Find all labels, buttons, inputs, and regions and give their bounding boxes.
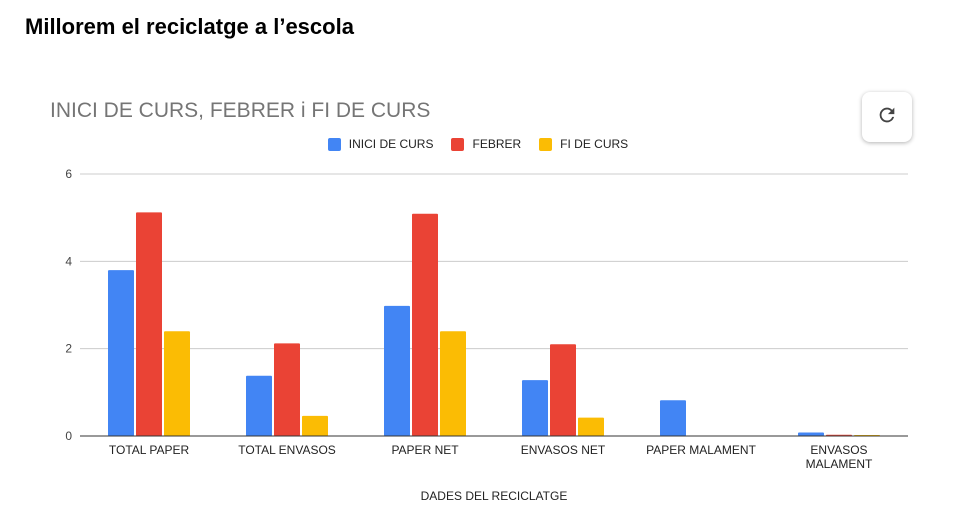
legend-item: FI DE CURS — [539, 137, 628, 151]
legend-swatch — [539, 137, 553, 151]
bar — [522, 380, 548, 436]
x-axis-title: DADES DEL RECICLATGE — [421, 489, 568, 503]
legend-label: INICI DE CURS — [348, 137, 434, 151]
legend-swatch — [327, 137, 341, 151]
y-tick-label: 4 — [65, 254, 72, 268]
x-tick-label: TOTAL PAPER — [109, 443, 190, 457]
legend-item: FEBRER — [451, 137, 521, 151]
bar — [798, 432, 824, 436]
bar — [108, 270, 134, 436]
legend-label: FI DE CURS — [560, 137, 629, 151]
y-tick-label: 0 — [65, 429, 72, 443]
bar — [246, 375, 272, 436]
bar — [550, 344, 576, 436]
legend-label: FEBRER — [472, 137, 522, 151]
bar — [302, 415, 328, 436]
bar — [274, 343, 300, 436]
chart-title: INICI DE CURS, FEBRER i FI DE CURS — [50, 99, 431, 122]
bar — [660, 400, 686, 436]
x-tick-label: MALAMENT — [806, 457, 873, 471]
bar — [412, 213, 438, 436]
legend-swatch — [451, 137, 465, 151]
legend-item: INICI DE CURS — [327, 137, 434, 151]
page-title: Millorem el reciclatge a l’escola — [25, 14, 354, 39]
y-tick-label: 2 — [65, 342, 72, 356]
x-tick-label: PAPER MALAMENT — [646, 443, 756, 457]
refresh-button[interactable] — [862, 92, 912, 142]
x-tick-label: ENVASOS — [810, 443, 867, 457]
x-tick-label: TOTAL ENVASOS — [238, 443, 336, 457]
bar — [440, 331, 466, 436]
bar — [136, 212, 162, 436]
bar — [578, 417, 604, 436]
y-tick-label: 6 — [65, 167, 72, 181]
x-tick-label: ENVASOS NET — [521, 443, 606, 457]
x-tick-label: PAPER NET — [391, 443, 459, 457]
bar — [164, 331, 190, 436]
bar — [384, 305, 410, 436]
chart-legend: INICI DE CURS FEBRER FI DE CURS — [0, 137, 956, 151]
